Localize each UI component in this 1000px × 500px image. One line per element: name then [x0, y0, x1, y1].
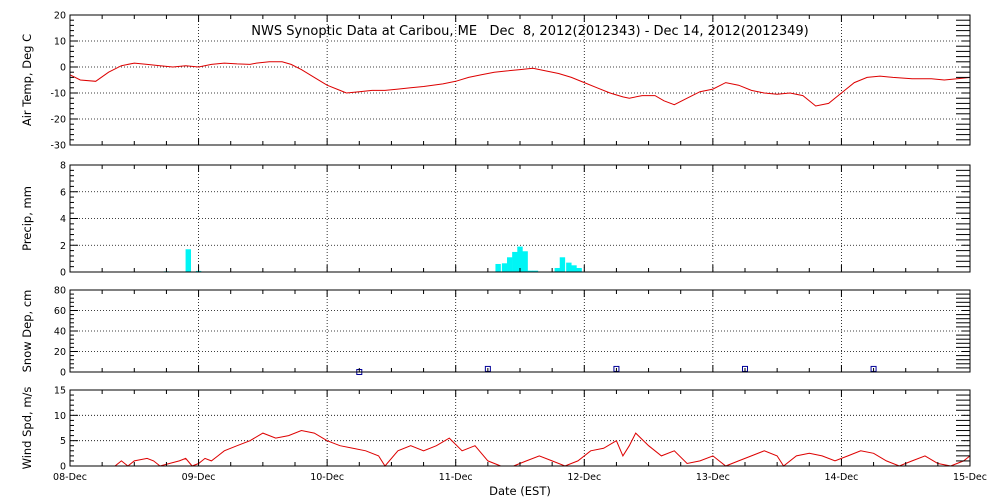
x-tick-label: 09-Dec: [182, 472, 216, 483]
temp-y-tick-label: -10: [50, 89, 66, 100]
precip-bar: [507, 257, 513, 272]
x-tick-label: 15-Dec: [953, 472, 987, 483]
precip-bar: [576, 267, 582, 272]
data-layer: [69, 61, 971, 467]
wind-y-axis-title: Wind Spd, m/s: [20, 387, 34, 470]
precip-bar: [185, 249, 191, 272]
temp-y-axis-title: Air Temp, Deg C: [20, 34, 34, 126]
precip-bar: [517, 246, 523, 272]
precip-y-tick-label: 0: [60, 268, 66, 279]
snow-y-tick-label: 0: [60, 368, 66, 379]
temp-y-tick-label: -30: [50, 141, 66, 152]
wind-y-tick-label: 5: [60, 436, 66, 447]
frame-layer: [69, 14, 971, 467]
snow-y-tick-label: 40: [54, 327, 66, 338]
precip-bar: [559, 257, 566, 272]
precip-y-tick-label: 8: [60, 161, 66, 172]
snow-y-tick-label: 20: [54, 347, 66, 358]
temp-y-tick-label: 20: [54, 11, 66, 22]
wind-y-tick-label: 10: [54, 411, 66, 422]
precip-bar: [522, 251, 528, 272]
chart-title: NWS Synoptic Data at Caribou, ME Dec 8, …: [251, 24, 809, 39]
wind-y-tick-label: 0: [60, 462, 66, 473]
snow-y-tick-label: 80: [54, 286, 66, 297]
precip-bar: [527, 270, 533, 272]
wind-panel-frame: [69, 389, 971, 467]
x-axis-title: Date (EST): [489, 484, 551, 498]
precip-bar: [495, 263, 501, 272]
precip-y-tick-label: 6: [60, 187, 66, 198]
x-tick-label: 14-Dec: [824, 472, 858, 483]
wind-series-line: [70, 415, 971, 467]
precip-y-tick-label: 4: [60, 214, 66, 225]
precip-bar: [554, 267, 560, 272]
precip-bar: [566, 262, 572, 272]
x-tick-label: 13-Dec: [696, 472, 730, 483]
temp-y-tick-label: 0: [60, 63, 66, 74]
temp-y-tick-label: 10: [54, 37, 66, 48]
precip-bar: [512, 251, 518, 272]
x-tick-label: 10-Dec: [310, 472, 344, 483]
x-tick-label: 08-Dec: [53, 472, 87, 483]
snow-y-axis-title: Snow Dep, cm: [20, 290, 34, 373]
temp-series-line: [69, 61, 971, 107]
precip-bar: [501, 263, 508, 272]
wind-y-tick-label: 15: [54, 386, 66, 397]
precip-y-tick-label: 2: [60, 241, 66, 252]
x-tick-label: 12-Dec: [567, 472, 601, 483]
precip-y-axis-title: Precip, mm: [20, 186, 34, 251]
temp-y-tick-label: -20: [50, 115, 66, 126]
precip-bar: [571, 265, 577, 272]
precip-bar: [532, 270, 539, 272]
label-layer: -30 -20 -10 0 10 20 Air Temp, Deg C 0 2 4 6 8 Precip…: [20, 11, 987, 484]
grid-layer: [70, 15, 970, 466]
snow-y-tick-label: 60: [54, 306, 66, 317]
x-tick-label: 11-Dec: [439, 472, 473, 483]
